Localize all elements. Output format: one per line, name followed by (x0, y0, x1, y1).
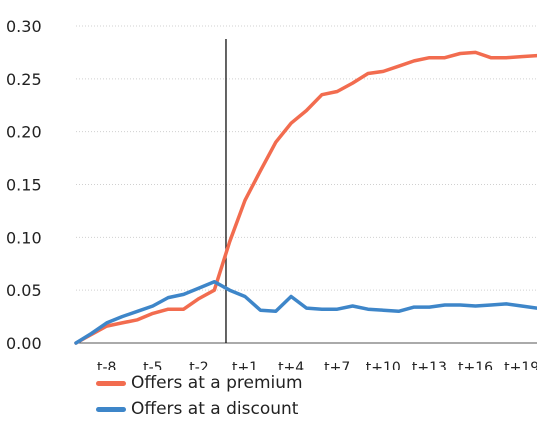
x-tick-label: t+4 (278, 360, 304, 370)
x-tick-label: t+13 (412, 360, 447, 370)
x-tick-label: t-8 (97, 360, 116, 370)
y-tick-label: 0.05 (6, 281, 42, 300)
x-tick-label: t+7 (324, 360, 350, 370)
x-tick-label: t+1 (232, 360, 258, 370)
x-tick-label: t+10 (366, 360, 401, 370)
series-line-premium (74, 50, 537, 345)
line-chart: 0.00 0.05 0.10 0.15 0.20 0.25 0.30 t-8 t-5 t-2 t+… (6, 17, 537, 370)
x-tick-label: t-5 (143, 360, 162, 370)
y-tick-label: 0.25 (6, 70, 42, 89)
legend-label-premium: Offers at a premium (131, 373, 303, 393)
x-tick-label: t-2 (189, 360, 208, 370)
legend-swatch-discount (96, 406, 126, 412)
x-tick-label: t+19 (504, 360, 537, 370)
series-line-discount (74, 279, 537, 345)
legend-swatch-premium (96, 380, 126, 386)
x-tick-label: t+16 (458, 360, 493, 370)
y-tick-label: 0.20 (6, 123, 42, 142)
y-tick-label: 0.10 (6, 228, 42, 247)
y-tick-label: 0.15 (6, 176, 42, 195)
legend: Offers at a premium Offers at a discount (96, 370, 303, 422)
legend-item-discount: Offers at a discount (96, 396, 303, 422)
legend-label-discount: Offers at a discount (131, 399, 299, 419)
y-tick-label: 0.00 (6, 334, 42, 353)
y-tick-label: 0.30 (6, 17, 42, 36)
legend-item-premium: Offers at a premium (96, 370, 303, 396)
